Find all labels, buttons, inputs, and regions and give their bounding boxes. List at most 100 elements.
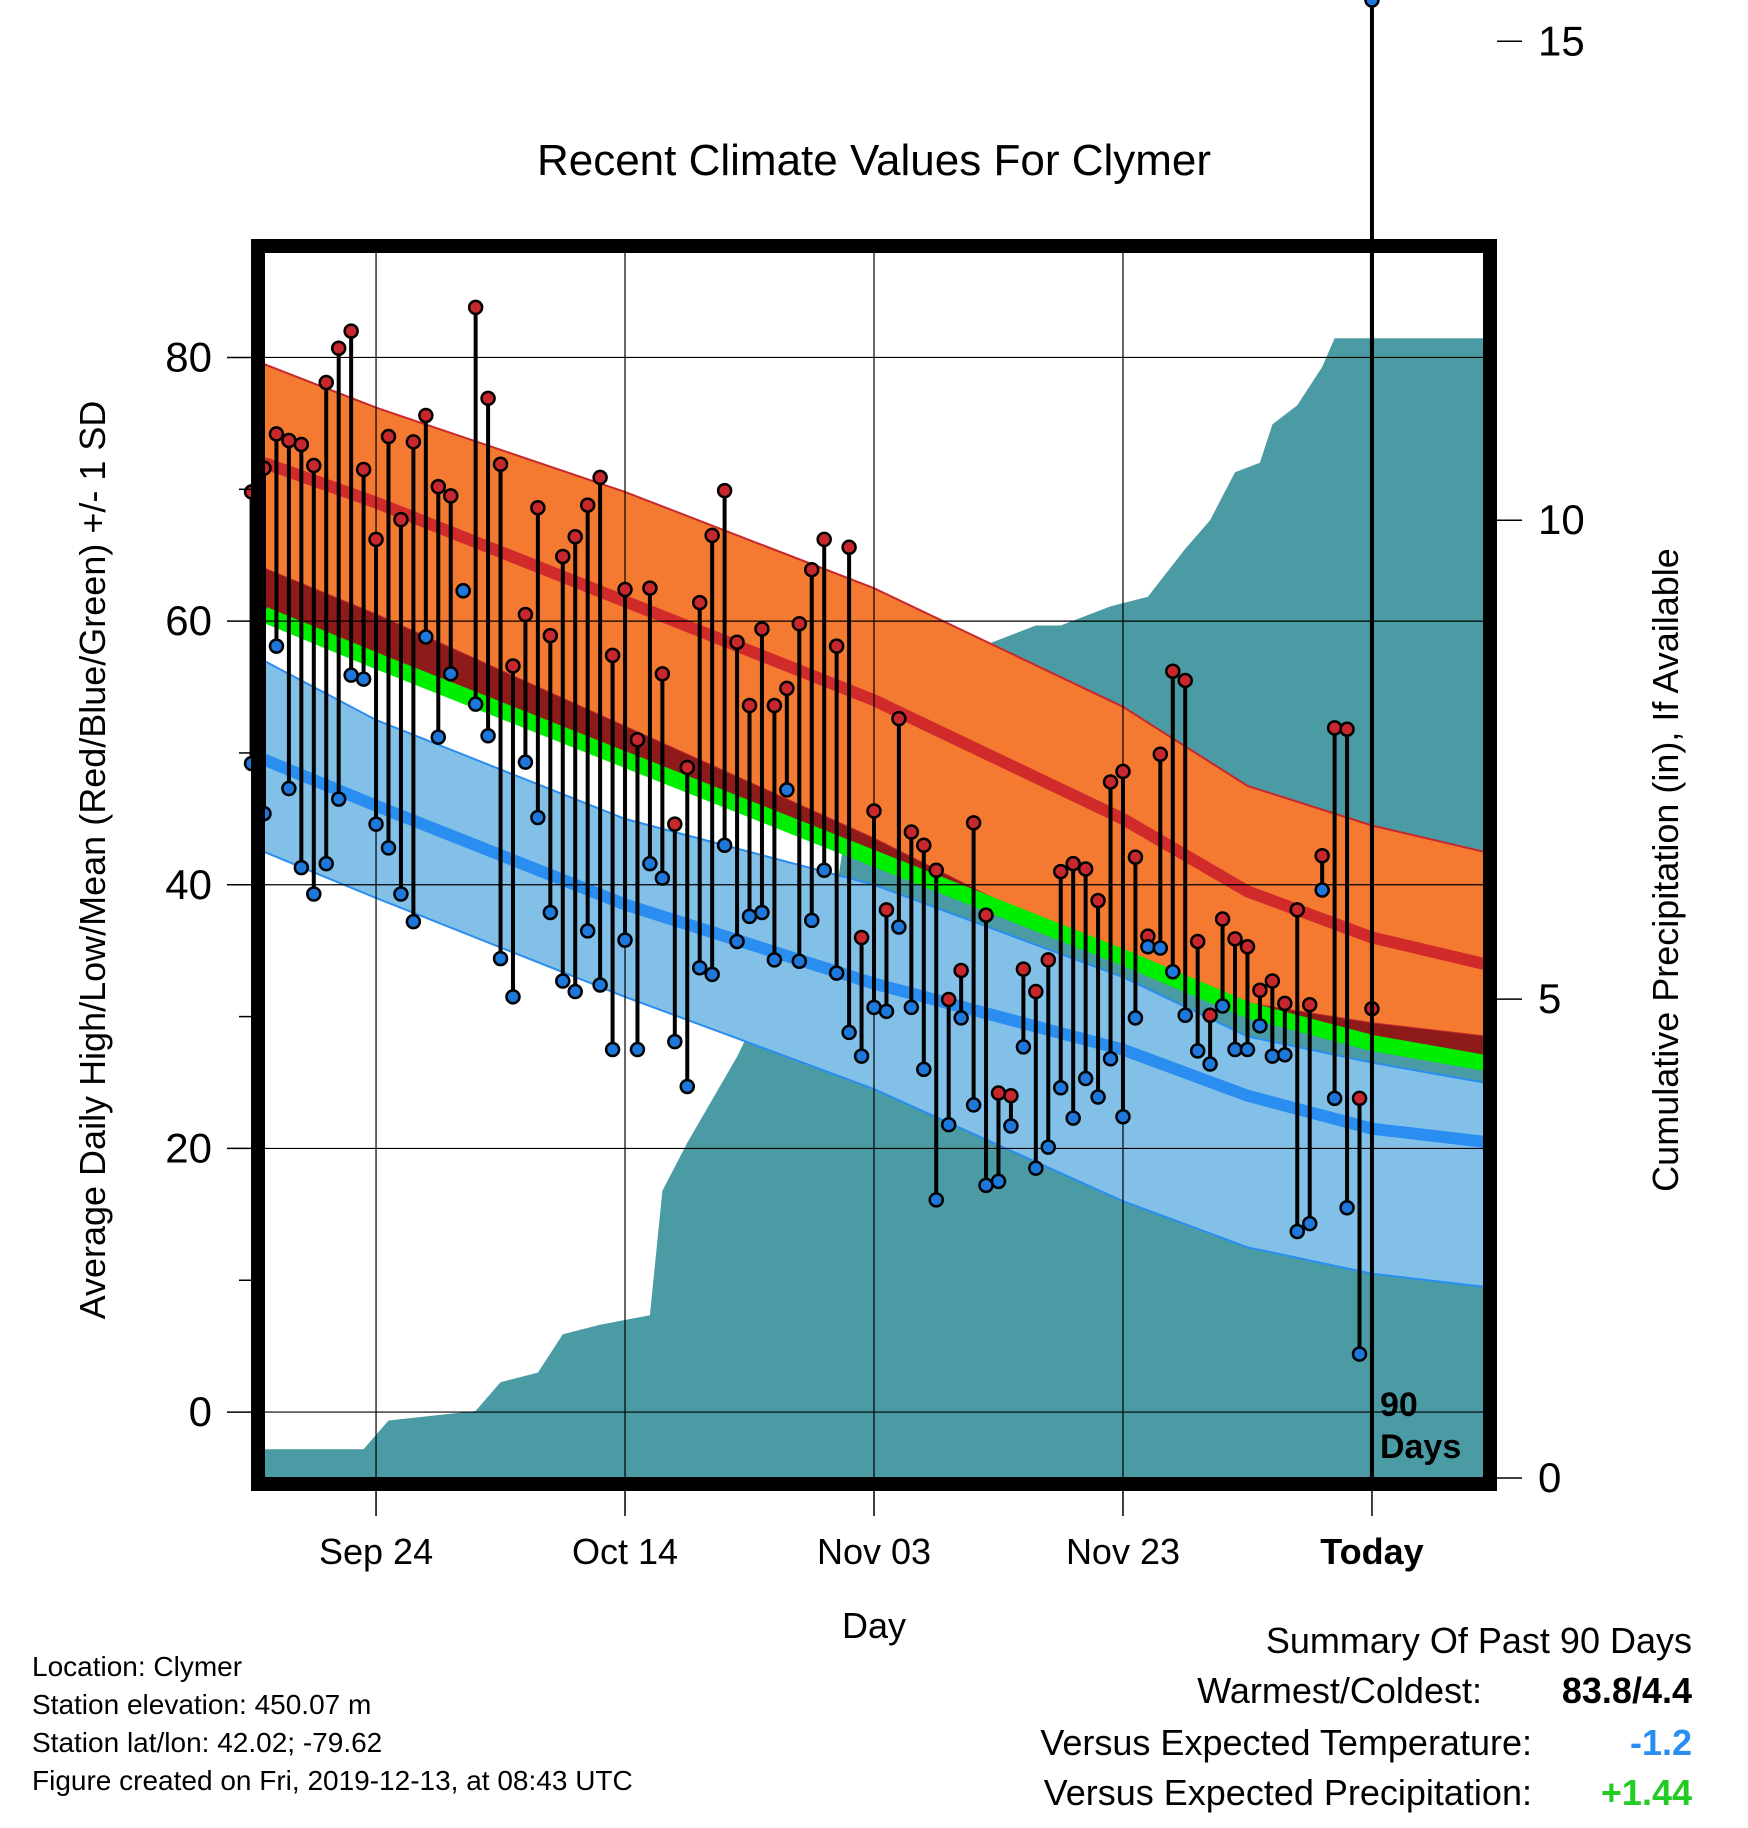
high-point <box>779 680 795 697</box>
high-point <box>1040 952 1057 968</box>
high-point <box>1127 849 1144 865</box>
high-point <box>343 323 359 339</box>
low-point <box>393 886 409 902</box>
low-point <box>804 912 820 929</box>
high-point <box>667 816 683 832</box>
high-point <box>754 621 770 637</box>
summary-temp-row: Versus Expected Temperature: -1.2 <box>1040 1722 1692 1764</box>
high-point <box>1003 1087 1019 1104</box>
low-point <box>1289 1223 1306 1240</box>
low-point <box>318 855 334 872</box>
high-point <box>1015 961 1032 977</box>
y-left-tick-label: 40 <box>165 861 212 908</box>
high-point <box>517 606 534 623</box>
today-days-number: 90 <box>1380 1386 1418 1424</box>
low-point <box>293 859 310 876</box>
summary-precip-row: Versus Expected Precipitation: +1.44 <box>1044 1772 1692 1814</box>
high-point <box>916 837 932 853</box>
low-point <box>1252 1018 1268 1034</box>
high-point <box>990 1085 1007 1101</box>
high-point <box>1264 973 1281 989</box>
high-point <box>268 426 285 442</box>
high-point <box>467 299 484 316</box>
low-point <box>430 729 447 745</box>
high-point <box>418 407 434 424</box>
high-point <box>393 511 409 528</box>
high-point <box>1065 855 1081 872</box>
high-point <box>592 469 608 486</box>
low-point <box>853 1048 870 1064</box>
low-point <box>691 960 708 976</box>
x-tick-label: Oct 14 <box>572 1531 678 1572</box>
high-point <box>1165 663 1181 679</box>
low-point <box>343 667 359 683</box>
elevation-text: Station elevation: 450.07 m <box>32 1689 372 1720</box>
high-point <box>293 436 310 453</box>
low-point <box>1115 1109 1131 1125</box>
station-info: Location: Clymer Station elevation: 450.… <box>32 1648 633 1800</box>
x-tick-label: Today <box>1320 1531 1423 1572</box>
precip-value: +1.44 <box>1600 1772 1692 1813</box>
high-point <box>928 862 944 879</box>
low-point <box>1003 1118 1019 1134</box>
high-point <box>804 561 820 578</box>
low-point <box>1189 1043 1206 1059</box>
high-point <box>1189 933 1206 950</box>
low-point <box>1339 1200 1355 1216</box>
high-point <box>716 482 733 499</box>
low-point <box>1165 964 1181 980</box>
high-point <box>380 428 397 445</box>
mean-normal-line <box>264 607 1484 1071</box>
low-point <box>654 870 671 886</box>
low-point <box>741 908 758 925</box>
y-left-tick-label: 60 <box>165 597 212 644</box>
high-point <box>853 929 870 946</box>
low-point <box>579 923 596 939</box>
high-point <box>729 634 745 650</box>
high-point <box>1102 774 1119 790</box>
low-point <box>754 904 770 921</box>
low-point <box>667 1033 683 1050</box>
high-point <box>318 374 334 391</box>
high-point <box>704 527 720 544</box>
low-point <box>841 1024 857 1041</box>
y-axis-right-label: Cumulative Precipitation (in), If Availa… <box>1645 548 1686 1192</box>
x-tick-label: Nov 23 <box>1066 1531 1180 1572</box>
high-point <box>530 499 546 516</box>
low-point <box>1015 1039 1032 1055</box>
low-point <box>978 1177 994 1194</box>
temp-label: Versus Expected Temperature: <box>1040 1722 1532 1763</box>
low-point <box>1214 998 1231 1014</box>
high-point <box>791 616 808 632</box>
high-point <box>1227 931 1243 947</box>
low-point <box>642 855 658 872</box>
low-point <box>1140 938 1156 955</box>
summary-warmest-row: Warmest/Coldest: 83.8/4.4 <box>1197 1670 1692 1712</box>
high-point <box>953 962 969 979</box>
low-point <box>567 983 583 1000</box>
x-tick-label: Nov 03 <box>817 1531 931 1572</box>
low-point <box>281 780 297 797</box>
high-point <box>816 531 832 548</box>
low-point <box>1102 1051 1119 1067</box>
low-point <box>355 671 372 687</box>
y-right-tick-label: 5 <box>1538 975 1561 1022</box>
low-point <box>442 666 459 682</box>
low-point <box>629 1041 646 1058</box>
low-point <box>405 913 422 930</box>
warmest-value: 83.8/4.4 <box>1561 1670 1692 1711</box>
low-point <box>891 919 907 935</box>
high-point <box>1214 911 1231 927</box>
low-point <box>1351 1346 1368 1362</box>
high-point <box>405 434 422 450</box>
high-point <box>355 461 372 478</box>
y-axis-left-label: Average Daily High/Low/Mean (Red/Blue/Gr… <box>72 401 113 1320</box>
low-point <box>1065 1110 1081 1126</box>
low-point <box>530 809 546 826</box>
low-point <box>517 754 534 770</box>
low-point <box>990 1173 1007 1190</box>
created-text: Figure created on Fri, 2019-12-13, at 08… <box>32 1765 633 1796</box>
low-point <box>368 816 384 832</box>
high-point <box>281 432 297 449</box>
high-point <box>1052 863 1069 880</box>
